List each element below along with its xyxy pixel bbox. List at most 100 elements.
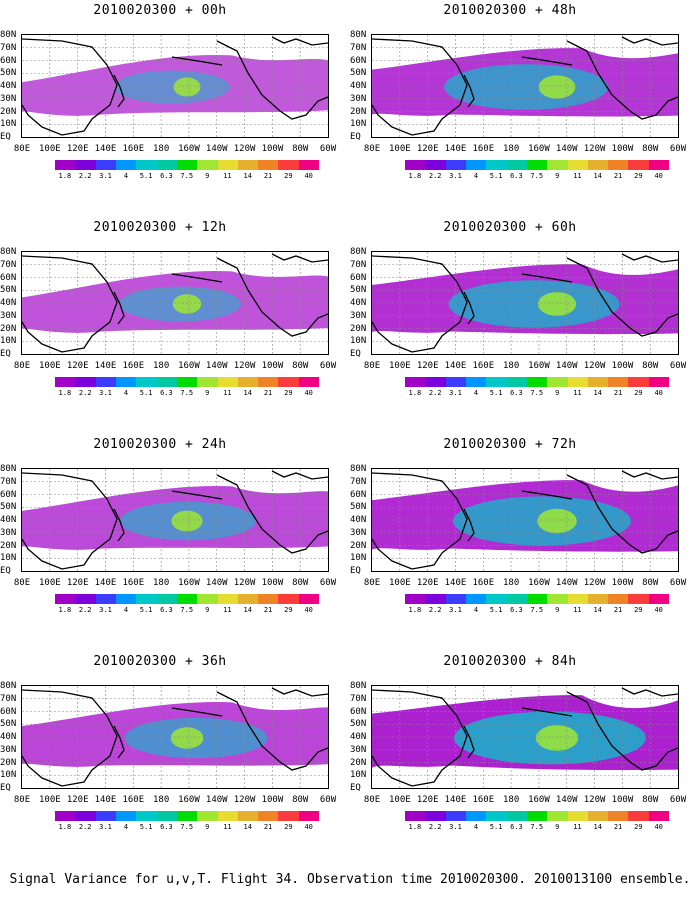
latitude-label: 60N: [350, 489, 367, 500]
map-panel: 2010020300 + 36h 80N 70N 60N 50N 40N 30N 20N 10N…: [0, 651, 336, 859]
colorbar-label: 5.1: [139, 606, 153, 614]
longitude-label: 120W: [233, 361, 256, 371]
latitude-label: 80N: [350, 247, 367, 257]
colorbar-swatch: [506, 377, 527, 387]
longitude-label: 120W: [583, 795, 606, 805]
colorbar-label: 5.1: [489, 606, 503, 614]
colorbar-swatch: [526, 377, 548, 387]
colorbar-swatch: [465, 160, 487, 170]
latitude-label: 20N: [0, 757, 17, 768]
colorbar-swatch: [55, 160, 76, 170]
coastline: [521, 707, 573, 717]
colorbar-swatch: [608, 594, 629, 604]
longitude-label: 180: [152, 578, 170, 588]
colorbar-swatch: [278, 811, 299, 821]
colorbar-label: 4: [123, 823, 129, 831]
longitude-label: 80W: [292, 795, 309, 805]
colorbar-swatch: [258, 160, 279, 170]
colorbar-label: 14: [593, 172, 602, 180]
latitude-label: 40N: [350, 732, 367, 742]
colorbar-swatch: [567, 160, 588, 170]
longitude-label: 120W: [583, 144, 606, 154]
colorbar-label: 6.3: [510, 172, 523, 180]
longitude-label: 80W: [292, 144, 309, 154]
map-area: [371, 251, 679, 355]
colorbar-swatch: [567, 594, 588, 604]
colorbar-swatch: [608, 160, 629, 170]
latitude-label: 70N: [350, 693, 367, 704]
latitude-label: 70N: [350, 259, 367, 270]
longitude-label: 140W: [555, 795, 578, 805]
longitude-label: 140E: [444, 578, 467, 588]
colorbar-swatch: [136, 377, 157, 387]
coastline: [372, 689, 468, 787]
colorbar-swatch: [176, 160, 198, 170]
longitude-label: 100W: [611, 795, 634, 805]
latitude-label: 80N: [350, 30, 367, 40]
coastline: [171, 273, 223, 283]
coastline: [566, 257, 678, 337]
map-panel: 2010020300 + 60h 80N 70N 60N 50N 40N 30N 20N 10N…: [350, 217, 686, 425]
colorbar-label: 9: [205, 823, 210, 831]
longitude-label: 160E: [472, 795, 495, 805]
coastline: [22, 38, 118, 136]
coastline: [521, 273, 573, 283]
colorbar-label: 3.1: [449, 823, 462, 831]
longitude-label: 100W: [261, 795, 284, 805]
colorbar-swatch: [136, 811, 157, 821]
longitude-label: 80E: [363, 144, 381, 154]
colorbar-label: 11: [573, 606, 582, 614]
colorbar-swatch: [405, 160, 426, 170]
colorbar-swatch: [405, 377, 426, 387]
colorbar-label: 2.2: [428, 823, 442, 831]
longitude-label: 160E: [472, 144, 495, 154]
latitude-label: 80N: [0, 30, 17, 40]
colorbar-swatch: [648, 811, 670, 821]
colorbar-label: 14: [243, 606, 252, 614]
latitude-label: 50N: [0, 719, 17, 730]
latitude-label: EQ: [350, 566, 361, 576]
coastline: [372, 255, 468, 353]
map-area: [21, 468, 329, 572]
colorbar-label: 6.3: [510, 389, 523, 397]
longitude-label: 100W: [611, 361, 634, 371]
colorbar-label: 29: [634, 606, 643, 614]
colorbar-swatch: [486, 594, 507, 604]
coastline: [171, 707, 223, 717]
colorbar-label: 21: [263, 606, 273, 614]
colorbar-label: 4: [123, 172, 129, 180]
latitude-label: 20N: [350, 106, 367, 117]
colorbar-label: 14: [593, 389, 602, 397]
colorbar-swatch: [156, 377, 177, 387]
coastline: [463, 508, 475, 542]
colorbar-swatch: [465, 811, 487, 821]
colorbar-label: 3.1: [99, 606, 112, 614]
colorbar-swatch: [115, 811, 137, 821]
latitude-label: 70N: [350, 476, 367, 487]
colorbar-label: 14: [243, 389, 252, 397]
colorbar-label: 9: [555, 823, 560, 831]
colorbar-swatch: [217, 594, 238, 604]
coastline: [271, 36, 328, 46]
colorbar-label: 40: [654, 606, 663, 614]
colorbar-swatch: [648, 594, 670, 604]
longitude-label: 60W: [669, 144, 687, 154]
colorbar-label: 5.1: [139, 172, 153, 180]
colorbar-swatch: [445, 160, 466, 170]
colorbar-label: 14: [593, 606, 602, 614]
longitude-label: 180: [502, 795, 520, 805]
colorbar-swatch: [75, 594, 96, 604]
longitude-label: 100W: [261, 361, 284, 371]
longitude-label: 80W: [642, 144, 659, 154]
variance-field-core: [535, 725, 579, 751]
colorbar-label: 1.8: [58, 172, 72, 180]
colorbar-label: 40: [304, 823, 313, 831]
variance-field-core: [538, 75, 576, 99]
colorbar-label: 7.5: [180, 172, 194, 180]
coastline: [22, 689, 118, 787]
colorbar-label: 3.1: [449, 606, 462, 614]
latitude-label: 60N: [0, 55, 17, 66]
longitude-label: 180: [152, 361, 170, 371]
longitude-label: 160W: [528, 144, 550, 154]
longitude-label: 60W: [669, 578, 687, 588]
